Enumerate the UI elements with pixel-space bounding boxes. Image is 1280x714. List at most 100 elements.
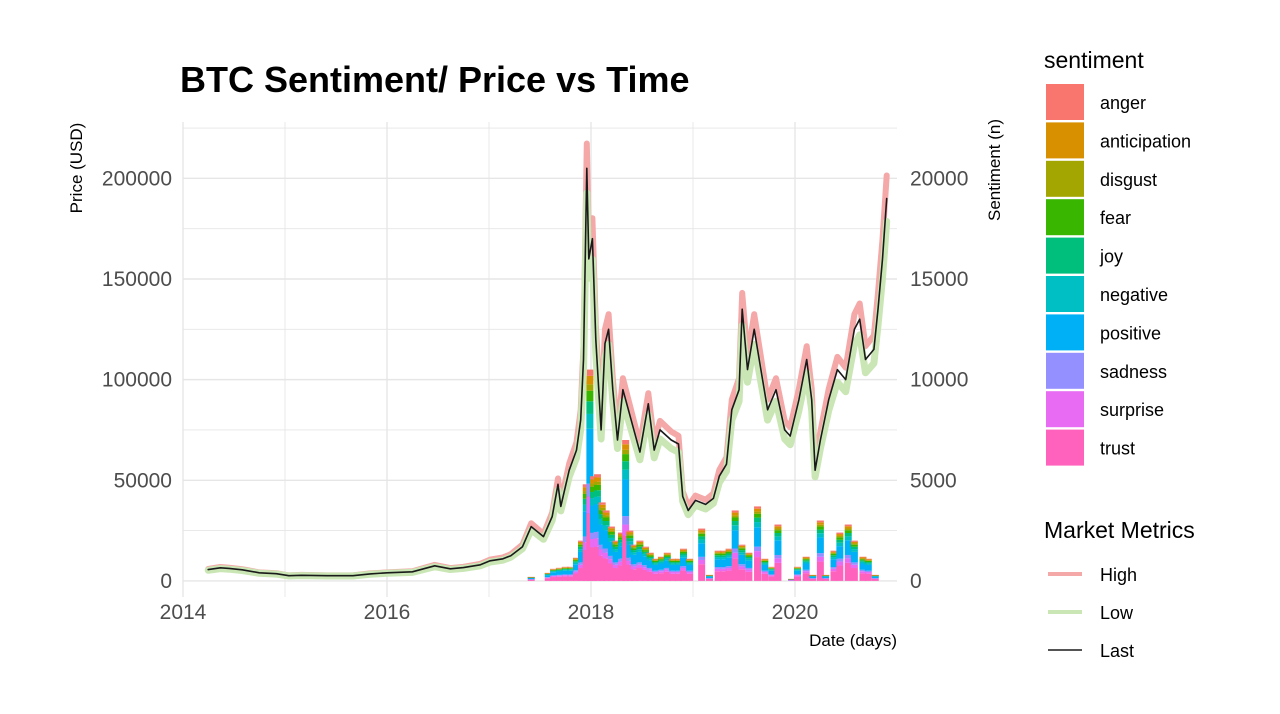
sentiment-segment-anger — [754, 506, 762, 509]
sentiment-segment-negative — [582, 504, 590, 512]
sentiment-segment-anticipation — [686, 559, 694, 561]
sentiment-segment-surprise — [598, 549, 606, 556]
sentiment-segment-anger — [617, 532, 625, 535]
sentiment-segment-disgust — [836, 535, 844, 538]
sentiment-segment-trust — [705, 578, 713, 581]
sentiment-segment-trust — [679, 570, 687, 581]
sentiment-segment-fear — [657, 559, 665, 561]
sentiment-segment-joy — [830, 555, 838, 558]
sentiment-segment-anticipation — [617, 534, 625, 536]
legend-label-surprise: surprise — [1100, 400, 1164, 420]
sentiment-segment-fear — [663, 555, 671, 557]
sentiment-segment-sadness — [612, 562, 620, 565]
sentiment-bar — [555, 567, 563, 581]
x-axis-label: Date (days) — [809, 631, 897, 650]
sentiment-bar — [598, 502, 606, 581]
sentiment-segment-fear — [630, 548, 638, 551]
sentiment-segment-positive — [679, 557, 687, 567]
sentiment-segment-fear — [725, 551, 733, 554]
sentiment-segment-fear — [561, 568, 569, 569]
sentiment-segment-surprise — [809, 578, 817, 579]
sentiment-segment-positive — [686, 564, 694, 571]
sentiment-segment-anticipation — [794, 567, 802, 568]
sentiment-segment-surprise — [572, 571, 580, 574]
sentiment-segment-positive — [555, 571, 563, 575]
legend-swatch-trust — [1046, 429, 1084, 466]
sentiment-segment-disgust — [622, 449, 630, 455]
sentiment-segment-anticipation — [607, 528, 615, 531]
sentiment-segment-fear — [719, 553, 727, 556]
sentiment-segment-joy — [630, 550, 638, 553]
sentiment-segment-anger — [802, 556, 810, 558]
sentiment-segment-anger — [593, 474, 601, 478]
sentiment-segment-sadness — [761, 570, 769, 573]
sentiment-segment-disgust — [641, 549, 649, 551]
sentiment-segment-anger — [850, 540, 858, 542]
sentiment-segment-anticipation — [754, 508, 762, 512]
sentiment-segment-positive — [586, 428, 594, 484]
sentiment-segment-joy — [844, 532, 852, 537]
sentiment-segment-disgust — [698, 532, 706, 534]
sentiment-segment-joy — [622, 461, 630, 470]
y-axis-label: Price (USD) — [67, 123, 86, 214]
sentiment-segment-positive — [669, 564, 677, 571]
sentiment-segment-positive — [598, 524, 606, 545]
sentiment-segment-joy — [669, 562, 677, 564]
sentiment-segment-sadness — [698, 556, 706, 560]
sentiment-segment-disgust — [859, 558, 867, 560]
legend-swatch-surprise — [1046, 391, 1084, 428]
sentiment-segment-trust — [663, 571, 671, 581]
legend-label-fear: fear — [1100, 208, 1131, 228]
sentiment-segment-joy — [612, 546, 620, 550]
sentiment-segment-negative — [731, 525, 739, 531]
sentiment-bar — [567, 566, 575, 581]
sentiment-segment-positive — [550, 572, 558, 576]
sentiment-segment-joy — [864, 562, 872, 564]
sentiment-segment-positive — [582, 511, 590, 537]
sentiment-segment-sadness — [646, 567, 654, 570]
sentiment-segment-trust — [555, 576, 563, 581]
sentiment-segment-joy — [768, 568, 776, 570]
sentiment-segment-anticipation — [567, 567, 575, 568]
sentiment-segment-negative — [836, 542, 844, 547]
sentiment-segment-anger — [550, 568, 558, 570]
sentiment-segment-fear — [577, 544, 585, 547]
sentiment-segment-positive — [646, 560, 654, 568]
sentiment-bar — [725, 548, 733, 581]
sentiment-segment-anticipation — [561, 567, 569, 568]
sentiment-segment-surprise — [679, 568, 687, 571]
sentiment-segment-joy — [836, 539, 844, 543]
sentiment-segment-anger — [768, 566, 776, 568]
sentiment-segment-surprise — [652, 572, 660, 574]
sentiment-segment-negative — [607, 537, 615, 542]
sentiment-segment-surprise — [719, 568, 727, 572]
sentiment-bar — [652, 558, 660, 581]
sentiment-segment-disgust — [816, 524, 824, 527]
sentiment-segment-sadness — [859, 569, 867, 572]
sentiment-segment-negative — [809, 576, 817, 577]
legend-swatch-anticipation — [1046, 122, 1084, 159]
legend-label-joy: joy — [1099, 247, 1123, 267]
sentiment-segment-anticipation — [669, 559, 677, 561]
sentiment-segment-joy — [816, 529, 824, 534]
sentiment-segment-negative — [669, 563, 677, 565]
sentiment-segment-surprise — [754, 551, 762, 558]
sentiment-segment-anger — [864, 558, 872, 560]
sentiment-bar — [738, 544, 746, 581]
sentiment-segment-joy — [550, 570, 558, 572]
sentiment-segment-negative — [641, 553, 649, 557]
sentiment-segment-negative — [830, 557, 838, 560]
sentiment-segment-trust — [674, 573, 682, 581]
sentiment-segment-surprise — [617, 561, 625, 566]
sentiment-segment-fear — [850, 544, 858, 547]
sentiment-segment-fear — [802, 559, 810, 561]
sentiment-segment-joy — [586, 401, 594, 414]
sentiment-segment-anger — [822, 574, 830, 576]
sentiment-segment-joy — [809, 575, 817, 577]
sentiment-segment-negative — [674, 563, 682, 565]
sentiment-bar — [527, 576, 535, 581]
sentiment-segment-fear — [745, 555, 753, 557]
sentiment-segment-fear — [572, 560, 580, 562]
sentiment-segment-positive — [731, 530, 739, 549]
